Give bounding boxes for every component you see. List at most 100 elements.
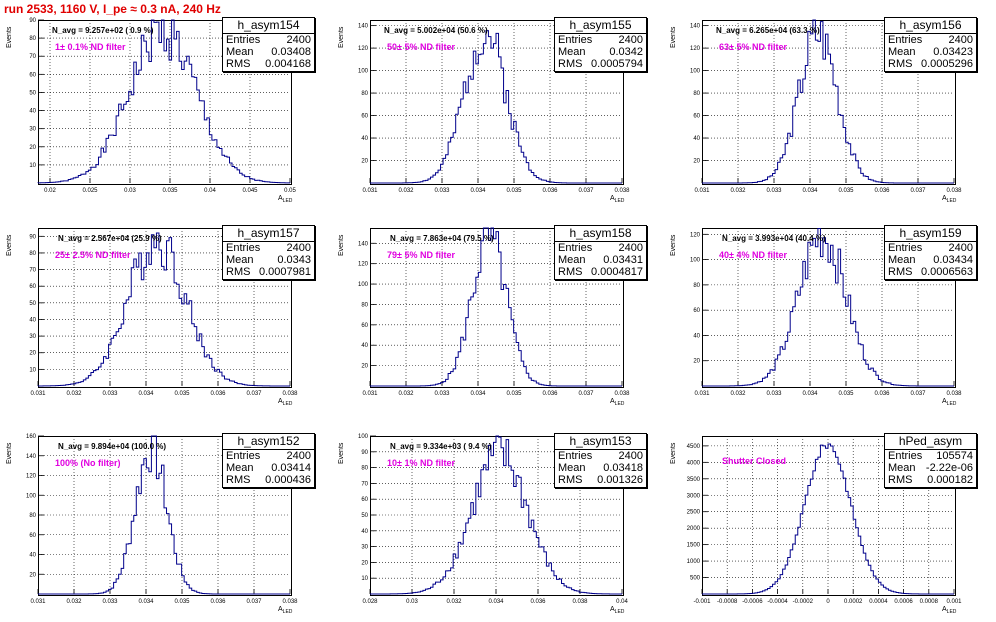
stats-label-rms: RMS	[888, 58, 913, 70]
x-tick-label: 0.0008	[920, 599, 939, 605]
filter-label: 50± 5% ND filter	[387, 42, 455, 52]
stats-box-h_asym158: h_asym158 Entries 2400 Mean 0.03431 RMS 0.0004…	[554, 225, 647, 280]
x-tick-label: 0.036	[530, 599, 546, 605]
y-tick-label: 60	[361, 497, 368, 503]
stats-value-entries: 2400	[618, 242, 643, 254]
stats-row-mean: Mean 0.03408	[223, 46, 314, 58]
stats-label-rms: RMS	[888, 266, 913, 278]
x-tick-label: 0.035	[838, 188, 854, 194]
y-axis-title: Events	[6, 26, 13, 48]
stats-row-mean: Mean -2.22e-06	[885, 462, 976, 474]
y-tick-label: 70	[361, 481, 368, 487]
y-tick-label: 50	[29, 90, 36, 96]
y-tick-label: 40	[361, 529, 368, 535]
stats-box-h_asym153: h_asym153 Entries 2400 Mean 0.03418 RMS 0.0013…	[554, 433, 647, 488]
n-avg-annotation: N_avg = 9.334e+03 ( 9.4 %)	[390, 442, 492, 451]
histogram-series-h_asym154	[37, 19, 291, 184]
y-tick-label: 90	[29, 234, 36, 240]
stats-row-entries: Entries 2400	[223, 242, 314, 254]
histogram-name: h_asym152	[223, 434, 314, 450]
x-tick-label: 0.038	[282, 599, 298, 605]
stats-value-rms: 0.001326	[597, 474, 643, 486]
stats-label-entries: Entries	[888, 34, 923, 46]
x-axis-title: ALED	[942, 606, 956, 615]
y-tick-label: 2000	[687, 526, 701, 532]
stats-value-mean: 0.03414	[271, 462, 311, 474]
stats-value-mean: 0.03408	[271, 46, 311, 58]
x-axis-title: ALED	[278, 606, 292, 615]
x-tick-label: 0.038	[946, 391, 962, 397]
histogram-name: h_asym156	[885, 18, 976, 34]
x-tick-label: -0.001	[693, 599, 711, 605]
x-tick-label: 0.034	[470, 188, 486, 194]
filter-label: Shutter Closed	[722, 456, 787, 466]
x-tick-label: 0	[826, 599, 830, 605]
x-tick-label: 0.036	[874, 391, 890, 397]
stats-row-mean: Mean 0.03414	[223, 462, 314, 474]
y-tick-label: 120	[358, 46, 369, 52]
stats-value-entries: 2400	[618, 34, 643, 46]
y-tick-label: 4000	[687, 460, 701, 466]
x-tick-label: 0.033	[766, 391, 782, 397]
y-tick-label: 20	[693, 159, 700, 165]
x-tick-label: 0.04	[204, 188, 216, 194]
stats-label-rms: RMS	[226, 474, 251, 486]
x-tick-label: 0.028	[362, 599, 378, 605]
histogram-plot-h_asym154: 0.02 0.025 0.03 0.035 0.04 0.045 0.05 10 20 30 40 5…	[29, 18, 296, 194]
x-tick-label: 0.034	[488, 599, 504, 605]
stats-label-rms: RMS	[226, 266, 251, 278]
x-axis-title: ALED	[610, 195, 624, 204]
x-tick-label: 0.037	[910, 188, 926, 194]
n-avg-annotation: N_avg = 6.265e+04 (63.3 %)	[716, 26, 820, 35]
x-tick-label: 0.036	[874, 188, 890, 194]
y-axis-title: Events	[670, 26, 677, 48]
stats-value-mean: -2.22e-06	[925, 462, 973, 474]
stats-label-entries: Entries	[226, 34, 261, 46]
x-axis-title-subscript: LED	[614, 401, 625, 407]
y-tick-label: 60	[693, 114, 700, 120]
y-tick-label: 60	[693, 308, 700, 314]
y-tick-label: 3000	[687, 493, 701, 499]
y-tick-label: 160	[26, 434, 37, 440]
histogram-series-h_asym158	[370, 227, 622, 387]
x-axis-title-symbol: A	[278, 606, 283, 613]
stats-box-h_asym155: h_asym155 Entries 2400 Mean 0.0342 RMS 0.00057…	[554, 17, 647, 72]
stats-value-entries: 2400	[618, 450, 643, 462]
x-axis-title-subscript: LED	[946, 401, 957, 407]
y-tick-label: 60	[29, 533, 36, 539]
y-tick-label: 60	[29, 72, 36, 78]
y-tick-label: 20	[361, 159, 368, 165]
stats-value-rms: 0.0007981	[259, 266, 311, 278]
y-tick-label: 10	[29, 163, 36, 169]
histogram-series-h_asym153	[370, 435, 623, 595]
stats-label-entries: Entries	[226, 242, 261, 254]
x-tick-label: 0.038	[946, 188, 962, 194]
x-tick-label: 0.0006	[894, 599, 913, 605]
stats-row-entries: Entries 2400	[555, 242, 646, 254]
stats-value-rms: 0.0004817	[591, 266, 643, 278]
filter-label: 25± 2.5% ND filter	[55, 250, 131, 260]
x-tick-label: 0.033	[766, 188, 782, 194]
stats-row-mean: Mean 0.0342	[555, 46, 646, 58]
y-tick-label: 40	[29, 317, 36, 323]
y-tick-label: 120	[358, 262, 369, 268]
stats-box-h_asym152: h_asym152 Entries 2400 Mean 0.03414 RMS 0.0004…	[222, 433, 315, 488]
stats-value-rms: 0.000436	[265, 474, 311, 486]
x-tick-label: 0.038	[282, 391, 298, 397]
stats-label-mean: Mean	[226, 462, 254, 474]
stats-value-entries: 2400	[286, 242, 311, 254]
filter-label: 10± 1% ND filter	[387, 458, 455, 468]
histogram-name: h_asym155	[555, 18, 646, 34]
stats-row-entries: Entries 2400	[885, 242, 976, 254]
y-tick-label: 2500	[687, 510, 701, 516]
x-axis-title-subscript: LED	[282, 401, 293, 407]
y-tick-label: 40	[29, 109, 36, 115]
x-tick-label: 0.033	[434, 188, 450, 194]
x-tick-label: 0.034	[138, 599, 154, 605]
stats-label-mean: Mean	[558, 254, 586, 266]
stats-label-rms: RMS	[226, 58, 251, 70]
x-tick-label: 0.037	[578, 391, 594, 397]
stats-box-h_asym159: h_asym159 Entries 2400 Mean 0.03434 RMS 0.0006…	[884, 225, 977, 280]
y-tick-label: 140	[358, 241, 369, 247]
y-tick-label: 20	[29, 572, 36, 578]
